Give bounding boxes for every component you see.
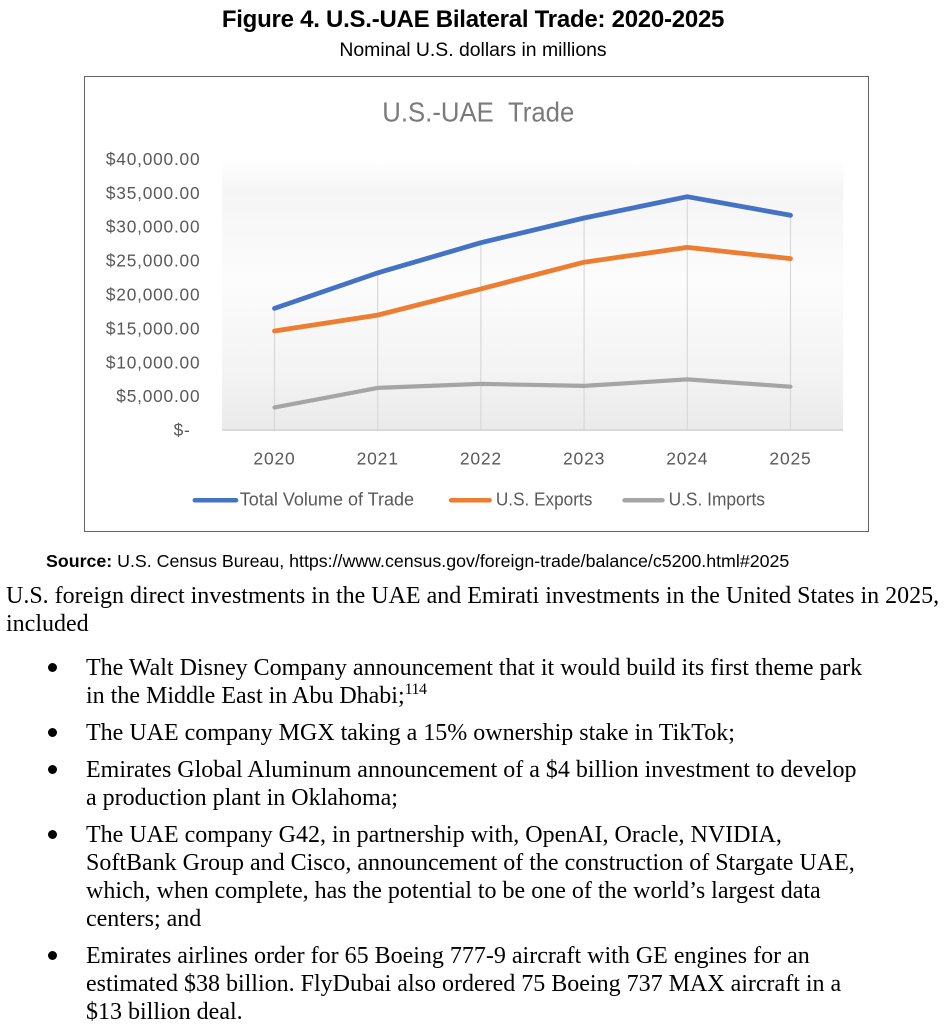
svg-text:2020: 2020 — [253, 449, 295, 469]
svg-text:2024: 2024 — [666, 449, 708, 469]
svg-text:2023: 2023 — [563, 449, 605, 469]
svg-text:U.S.-UAE Trade: U.S.-UAE Trade — [382, 96, 574, 127]
svg-text:Total Volume of Trade: Total Volume of Trade — [240, 488, 414, 509]
svg-text:$20,000.00: $20,000.00 — [106, 284, 201, 304]
svg-text:$30,000.00: $30,000.00 — [106, 217, 201, 237]
svg-text:$25,000.00: $25,000.00 — [106, 251, 201, 271]
svg-text:$5,000.00: $5,000.00 — [116, 386, 200, 406]
svg-text:2022: 2022 — [460, 449, 502, 469]
svg-text:$40,000.00: $40,000.00 — [106, 149, 201, 169]
svg-text:U.S. Imports: U.S. Imports — [669, 488, 765, 509]
svg-text:$-: $- — [174, 420, 191, 440]
svg-text:2021: 2021 — [357, 449, 399, 469]
svg-text:$10,000.00: $10,000.00 — [106, 352, 201, 372]
svg-text:$15,000.00: $15,000.00 — [106, 318, 201, 338]
svg-text:U.S. Exports: U.S. Exports — [496, 488, 592, 509]
svg-text:2025: 2025 — [769, 449, 811, 469]
svg-text:$35,000.00: $35,000.00 — [106, 183, 201, 203]
